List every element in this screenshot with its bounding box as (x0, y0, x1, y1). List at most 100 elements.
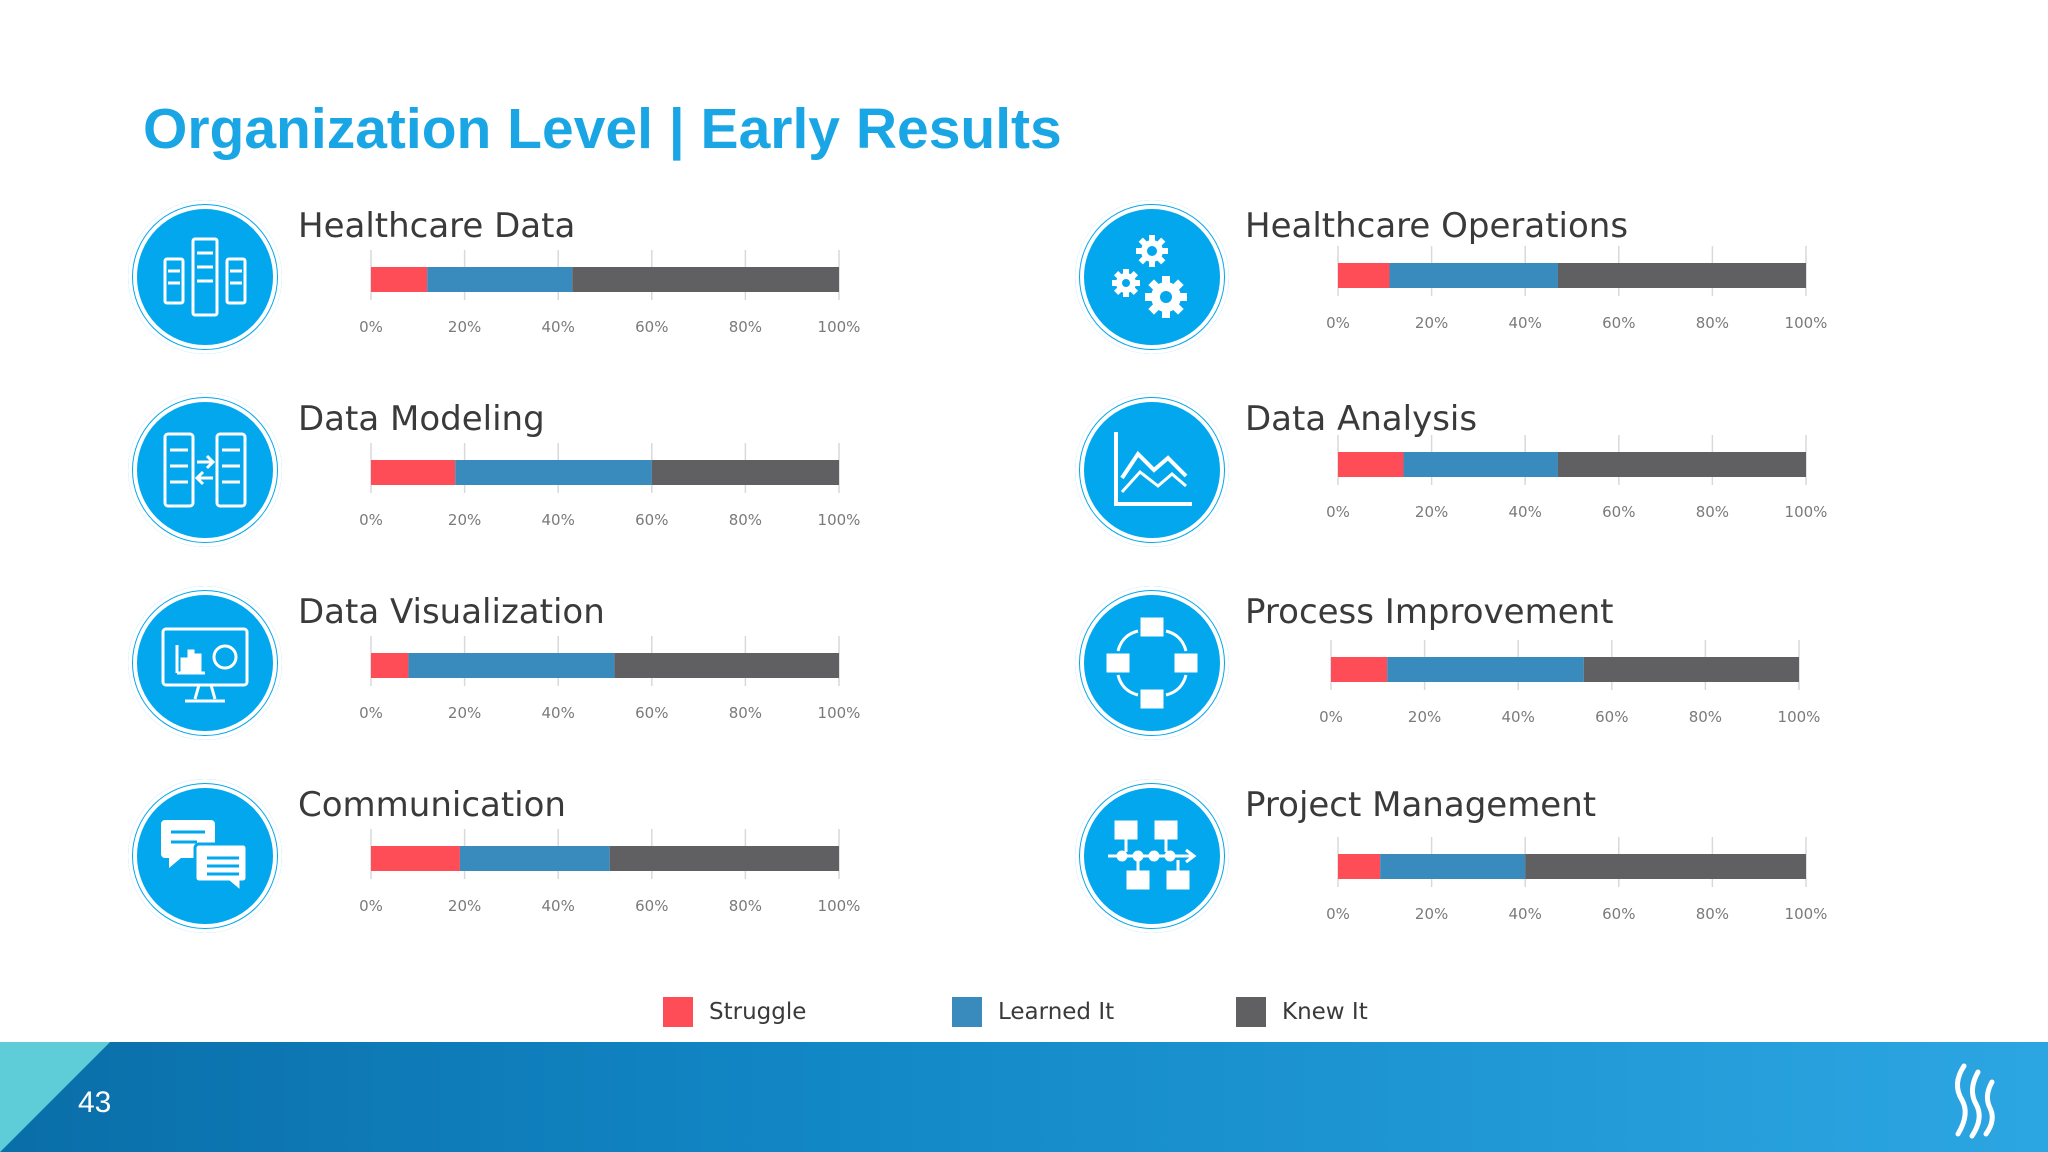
bar-segment-learned-it (1380, 854, 1526, 879)
bar-segment-struggle (1338, 854, 1381, 879)
x-tick-label: 60% (635, 704, 668, 722)
x-tick-label: 80% (1696, 314, 1729, 332)
bar-segment-learned-it (1389, 263, 1558, 288)
legend-swatch (1236, 997, 1266, 1027)
chart-panel-healthcare-operations: Healthcare Operations 0% 20% 40% 60% 80% 100% (1075, 200, 1925, 390)
legend-label: Learned It (998, 999, 1115, 1025)
chart-panel-project-management: Project Management 0% 20% 40% 60% 80% 100% (1075, 779, 1925, 969)
x-tick-label: 100% (1785, 503, 1828, 521)
line-chart-icon (1075, 393, 1229, 547)
x-tick-label: 100% (1785, 314, 1828, 332)
stacked-bar-chart: 0% 20% 40% 60% 80% 100% (359, 250, 861, 336)
chart-title: Healthcare Data (298, 206, 576, 246)
chart-panel-data-analysis: Data Analysis 0% 20% 40% 60% 80% 100% (1075, 393, 1925, 583)
x-tick-label: 80% (729, 897, 762, 915)
bar-segment-knew-it (1525, 854, 1806, 879)
bar-segment-knew-it (1557, 452, 1806, 477)
stacked-bar-chart: 0% 20% 40% 60% 80% 100% (359, 636, 861, 722)
x-tick-label: 80% (1689, 708, 1722, 726)
page-number: 43 (78, 1086, 112, 1119)
x-tick-label: 40% (542, 511, 575, 529)
legend-item-struggle: Struggle (663, 996, 806, 1028)
x-tick-label: 40% (1509, 905, 1542, 923)
servers-icon (128, 200, 282, 354)
x-tick-label: 80% (729, 704, 762, 722)
chart-panel-healthcare-data: Healthcare Data 0% 20% 40% 60% 80% 100% (128, 200, 978, 390)
chart-title: Data Visualization (298, 592, 605, 632)
chart-panel-communication: Communication 0% 20% 40% 60% 80% 100% (128, 779, 978, 969)
bar-segment-learned-it (427, 267, 573, 292)
bar-segment-struggle (371, 267, 428, 292)
monitor-chart-icon (128, 586, 282, 740)
chart-title: Data Modeling (298, 399, 545, 439)
chart-panel-data-visualization: Data Visualization 0% 20% 40% 60% 80% 100% (128, 586, 978, 776)
x-tick-label: 0% (359, 704, 383, 722)
bar-segment-learned-it (408, 653, 615, 678)
x-tick-label: 0% (359, 511, 383, 529)
stacked-bar-chart: 0% 20% 40% 60% 80% 100% (1326, 246, 1828, 332)
bar-segment-learned-it (1403, 452, 1558, 477)
x-tick-label: 100% (818, 897, 861, 915)
x-tick-label: 0% (359, 318, 383, 336)
x-tick-label: 100% (818, 511, 861, 529)
flame-logo-icon (1955, 1063, 1995, 1139)
bar-segment-knew-it (1557, 263, 1806, 288)
footer-bar: 43 (0, 1042, 2048, 1152)
x-tick-label: 20% (1415, 503, 1448, 521)
bar-segment-learned-it (459, 846, 610, 871)
bar-segment-knew-it (1583, 657, 1799, 682)
stacked-bar-chart: 0% 20% 40% 60% 80% 100% (359, 443, 861, 529)
bar-segment-struggle (371, 460, 456, 485)
chart-panel-data-modeling: Data Modeling 0% 20% 40% 60% 80% 100% (128, 393, 978, 583)
x-tick-label: 40% (542, 704, 575, 722)
x-tick-label: 100% (1785, 905, 1828, 923)
x-tick-label: 80% (1696, 905, 1729, 923)
x-tick-label: 60% (635, 318, 668, 336)
x-tick-label: 40% (1509, 503, 1542, 521)
legend-item-learned-it: Learned It (952, 996, 1114, 1028)
bar-segment-struggle (1338, 452, 1404, 477)
slide-title: Organization Level | Early Results (143, 97, 1062, 161)
x-tick-label: 0% (359, 897, 383, 915)
bar-segment-knew-it (614, 653, 839, 678)
x-tick-label: 40% (1509, 314, 1542, 332)
x-tick-label: 20% (1415, 314, 1448, 332)
x-tick-label: 0% (1326, 503, 1350, 521)
stacked-bar-chart: 0% 20% 40% 60% 80% 100% (1326, 837, 1828, 923)
x-tick-label: 40% (542, 318, 575, 336)
bar-segment-knew-it (609, 846, 839, 871)
legend-swatch (663, 997, 693, 1027)
stacked-bar-chart: 0% 20% 40% 60% 80% 100% (1319, 640, 1821, 726)
x-tick-label: 100% (1778, 708, 1821, 726)
legend-label: Struggle (709, 999, 807, 1025)
chart-title: Healthcare Operations (1245, 206, 1629, 246)
x-tick-label: 60% (1602, 905, 1635, 923)
x-tick-label: 0% (1319, 708, 1343, 726)
chat-bubbles-icon (128, 779, 282, 933)
legend-swatch (952, 997, 982, 1027)
x-tick-label: 100% (818, 318, 861, 336)
bar-segment-knew-it (651, 460, 839, 485)
x-tick-label: 20% (448, 318, 481, 336)
x-tick-label: 80% (1696, 503, 1729, 521)
chart-title: Data Analysis (1245, 399, 1478, 439)
x-tick-label: 60% (1602, 314, 1635, 332)
bar-segment-struggle (1338, 263, 1390, 288)
bar-segment-struggle (371, 653, 409, 678)
x-tick-label: 40% (1502, 708, 1535, 726)
bar-segment-struggle (1331, 657, 1388, 682)
x-tick-label: 20% (448, 897, 481, 915)
x-tick-label: 80% (729, 318, 762, 336)
x-tick-label: 0% (1326, 905, 1350, 923)
x-tick-label: 80% (729, 511, 762, 529)
bar-segment-learned-it (1387, 657, 1584, 682)
x-tick-label: 60% (1595, 708, 1628, 726)
x-tick-label: 100% (818, 704, 861, 722)
legend-item-knew-it: Knew It (1236, 996, 1368, 1028)
gears-icon (1075, 200, 1229, 354)
chart-legend: Struggle Learned It Knew It (0, 996, 2048, 1032)
bar-segment-knew-it (572, 267, 839, 292)
stacked-bar-chart: 0% 20% 40% 60% 80% 100% (359, 829, 861, 915)
footer-accent-shape (0, 1042, 110, 1152)
x-tick-label: 20% (1408, 708, 1441, 726)
